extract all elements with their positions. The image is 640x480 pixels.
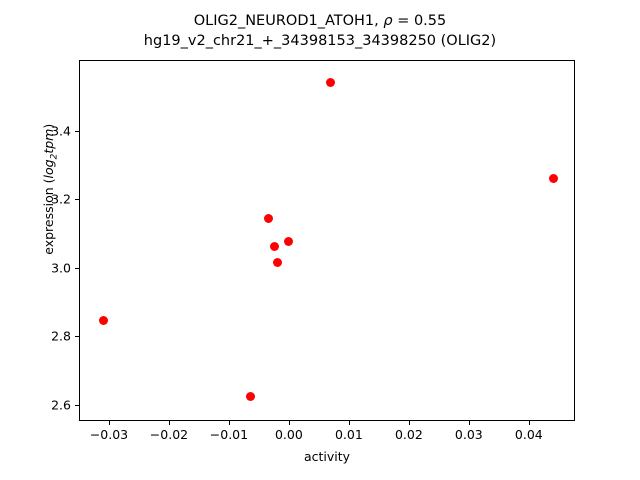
plot-data-area [80,61,574,420]
x-axis-tick-mark [108,421,110,425]
y-axis-tick-label: 3.0 [51,260,71,276]
x-axis-label: activity [303,449,351,464]
data-point [269,242,279,252]
x-axis-tick-mark [408,421,410,425]
y-axis-tick-mark [75,404,79,406]
x-axis-tick-mark [168,421,170,425]
data-point [549,174,559,184]
y-axis-label-suffix: ) [40,123,56,129]
y-axis-label-subscript: 2 [49,153,60,160]
y-axis-tick-label: 2.6 [51,397,71,413]
chart-title-line-1: OLIG2_NEUROD1_ATOH1, ρ = 0.55 [0,11,640,31]
data-point [273,257,283,267]
y-axis-label-prefix: expression ( [40,178,56,255]
y-axis-tick-label: 2.8 [51,328,71,344]
y-axis-tick-label: 3.4 [51,123,71,139]
title-gene-set: OLIG2_NEUROD1_ATOH1, [193,13,384,29]
chart-title: OLIG2_NEUROD1_ATOH1, ρ = 0.55 hg19_v2_ch… [0,11,640,51]
data-point [99,316,109,326]
x-axis-tick-mark [288,421,290,425]
x-axis-tick-label: 0.03 [454,427,483,442]
y-axis-tick-mark [75,336,79,338]
title-rho-symbol: ρ [383,13,393,29]
y-axis-tick-label: 3.2 [51,191,71,207]
x-axis-tick-label: 0.00 [274,427,303,442]
x-axis-tick-mark [228,421,230,425]
y-axis-tick-mark [75,267,79,269]
y-axis-tick-mark [75,131,79,132]
data-point [284,237,294,246]
y-axis-label-tpm: tpm [40,128,56,154]
x-axis-tick-mark [528,421,530,425]
y-axis-label: expression (log2tpm) [41,0,60,389]
data-point [246,392,256,401]
x-axis-tick-label: 0.01 [334,427,363,442]
x-axis-tick-label: −0.01 [209,427,249,442]
data-point [326,77,336,87]
x-axis-tick-label: −0.02 [149,427,189,442]
x-axis-tick-label: 0.04 [514,427,543,442]
y-axis-tick-mark [75,199,79,201]
x-axis-tick-mark [348,421,350,425]
data-point [264,213,274,223]
plot-axes-frame [79,60,575,421]
title-rho-value: = 0.55 [392,13,447,29]
x-axis-tick-mark [468,421,470,425]
x-axis-tick-label: 0.02 [394,427,423,442]
chart-subtitle: hg19_v2_chr21_+_34398153_34398250 (OLIG2… [143,33,497,49]
y-axis-label-log: log [40,159,56,179]
x-axis-tick-label: −0.03 [89,427,129,442]
